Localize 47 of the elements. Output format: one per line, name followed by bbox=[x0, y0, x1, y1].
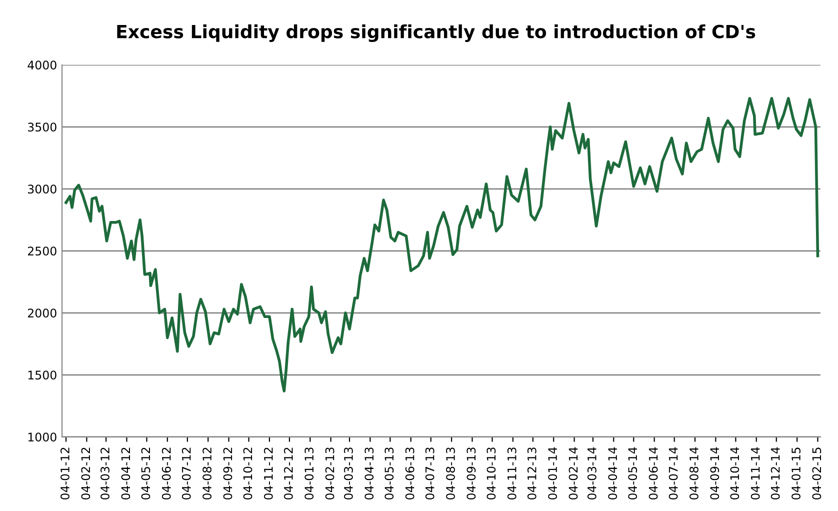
x-tick-label: 04-02-13 bbox=[325, 448, 334, 500]
x-tick-label: 04-03-12 bbox=[100, 448, 110, 500]
y-tick-label: 1500 bbox=[28, 370, 56, 380]
x-tick-label: 04-08-13 bbox=[446, 448, 455, 500]
y-tick-label: 2000 bbox=[28, 308, 56, 318]
x-tick-label: 04-11-12 bbox=[264, 448, 273, 500]
x-tick-label: 04-01-13 bbox=[304, 448, 314, 500]
y-tick-label: 1000 bbox=[28, 432, 56, 442]
x-tick-label: 04-04-14 bbox=[608, 447, 618, 500]
y-tick-label: 4000 bbox=[28, 60, 56, 70]
x-tick-label: 04-05-13 bbox=[384, 448, 394, 500]
x-tick-label: 04-03-13 bbox=[344, 448, 353, 500]
x-tick-label: 04-04-12 bbox=[121, 448, 130, 500]
x-tick-label: 04-02-12 bbox=[81, 448, 90, 500]
x-tick-label: 04-10-14 bbox=[730, 447, 740, 500]
y-tick-label: 3500 bbox=[28, 122, 56, 132]
x-tick-label: 04-11-14 bbox=[750, 447, 760, 500]
x-tick-label: 04-07-13 bbox=[425, 448, 434, 500]
y-tick-label: 3000 bbox=[28, 184, 56, 194]
x-tick-label: 04-09-13 bbox=[466, 448, 476, 500]
x-tick-label: 04-12-13 bbox=[527, 448, 536, 500]
x-tick-label: 04-10-13 bbox=[486, 448, 496, 500]
x-tick-label: 04-01-15 bbox=[792, 448, 800, 500]
x-tick-label: 04-07-12 bbox=[182, 448, 191, 500]
x-tick-label: 04-09-14 bbox=[710, 447, 720, 500]
x-tick-label: 04-07-14 bbox=[668, 447, 678, 500]
x-tick-label: 04-11-13 bbox=[507, 448, 516, 500]
x-tick-label: 04-06-13 bbox=[405, 448, 414, 500]
line-series bbox=[64, 96, 820, 392]
x-tick-label: 04-02-14 bbox=[568, 447, 578, 500]
x-tick-label: 04-01-12 bbox=[60, 448, 70, 500]
x-tick-label: 04-01-14 bbox=[548, 447, 558, 500]
y-tick-label: 2500 bbox=[28, 246, 56, 256]
x-tick-label: 04-08-12 bbox=[202, 448, 212, 500]
x-tick-label: 04-05-12 bbox=[141, 448, 150, 500]
x-tick-label: 04-10-12 bbox=[243, 448, 252, 500]
x-tick-label: 04-03-14 bbox=[587, 447, 596, 500]
chart-title: Excess Liquidity drops significantly due to introduction of CD's bbox=[117, 24, 756, 42]
x-tick-label: 04-12-14 bbox=[770, 447, 780, 500]
x-tick-label: 04-04-13 bbox=[364, 448, 374, 500]
x-tick-label: 04-05-14 bbox=[628, 447, 638, 500]
x-tick-label: 04-06-14 bbox=[648, 447, 658, 500]
x-tick-label: 04-08-14 bbox=[690, 447, 698, 500]
x-tick-label: 04-02-15 bbox=[812, 448, 822, 500]
x-tick-label: 04-09-12 bbox=[223, 448, 232, 500]
x-tick-label: 04-06-12 bbox=[162, 448, 171, 500]
x-tick-label: 04-12-12 bbox=[284, 448, 293, 500]
